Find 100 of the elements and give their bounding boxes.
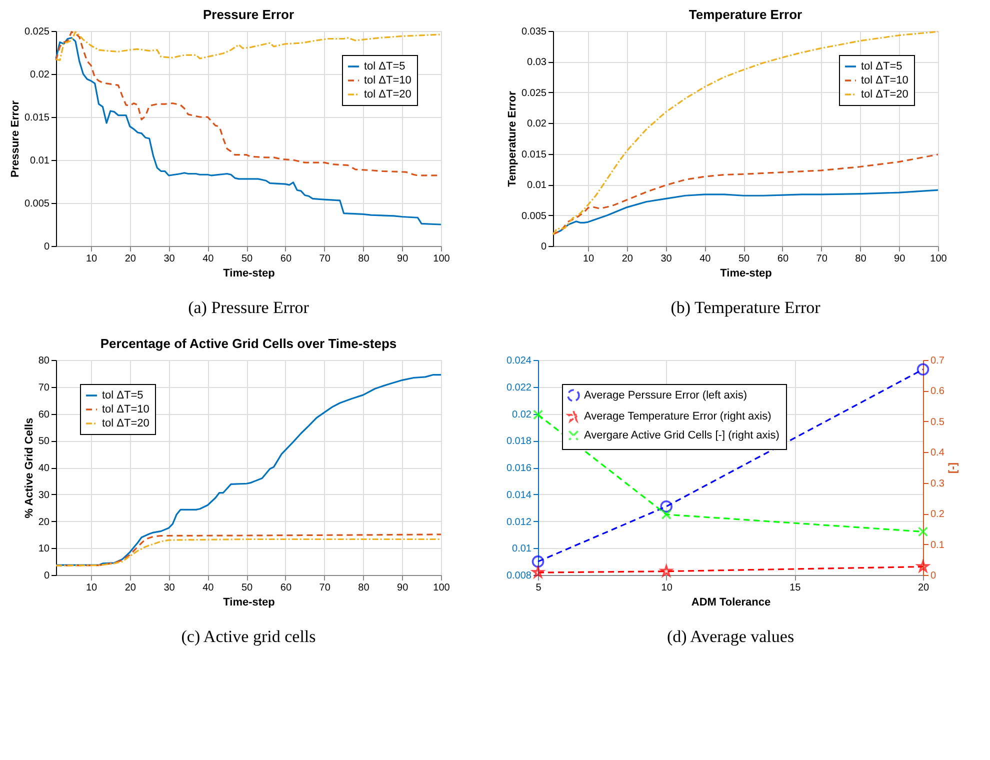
point [660, 500, 672, 513]
y-tick-label: 0.022 [506, 382, 532, 394]
legend-label: tol ΔT=10 [364, 74, 412, 86]
y-tick-label: 0 [44, 242, 50, 252]
chart-title: Temperature Error [688, 7, 802, 22]
x-tick-label: 100 [930, 254, 948, 264]
y-axis-title: Pressure Error [9, 100, 22, 178]
y-tick-label: 0.02 [30, 70, 50, 80]
x-tick-label: 5 [536, 582, 542, 594]
line-series [552, 30, 939, 236]
y-tick-label: 50 [38, 436, 50, 448]
y-tick-label: 0 [540, 242, 547, 252]
x-tick-label: 50 [241, 582, 254, 594]
y-tick-label: 10 [38, 544, 50, 555]
y2-tick-label: 0.1 [930, 540, 945, 551]
x-tick-label: 10 [661, 582, 673, 594]
chart-title: Pressure Error [202, 7, 294, 22]
y-tick-label: 0.016 [506, 463, 532, 474]
text: (c) Active grid cells [181, 627, 316, 646]
point [661, 509, 672, 520]
y2-tick-label: 0.6 [930, 386, 945, 398]
x-tick-label: 90 [397, 582, 409, 594]
x-tick-label: 70 [816, 254, 828, 264]
x-tick-label: 15 [790, 582, 802, 594]
x-tick-label: 30 [164, 582, 176, 594]
line-series [552, 154, 939, 236]
point [918, 526, 928, 537]
x-axis-title: Time-step [223, 268, 276, 280]
y2-tick-label: 0.2 [930, 509, 945, 520]
x-tick-label: 80 [855, 254, 867, 264]
x-tick-label: 50 [241, 254, 254, 264]
y-tick-label: 60 [38, 409, 50, 420]
point [532, 410, 544, 420]
legend-label: tol ΔT=10 [861, 74, 908, 86]
x-tick-label: 60 [280, 582, 292, 594]
point [916, 363, 930, 376]
y-tick-label: 0.025 [521, 88, 547, 99]
y-tick-label: 0.025 [24, 26, 50, 38]
y-tick-label: 0.005 [24, 198, 50, 210]
x-tick-label: 100 [433, 582, 450, 594]
chart-title: Percentage of Active Grid Cells over Time-steps [100, 336, 397, 351]
x-tick-label: 20 [918, 582, 930, 594]
legend-label: tol ΔT=5 [861, 60, 902, 72]
y-tick-label: 20 [38, 516, 50, 528]
y2-tick-label: 0.5 [930, 416, 945, 428]
x-tick-label: 10 [86, 582, 98, 594]
y2-tick-label: 0 [930, 570, 936, 582]
x-tick-label: 10 [86, 254, 98, 264]
legend-label: tol ΔT=5 [102, 390, 144, 402]
x-tick-label: 40 [700, 254, 712, 264]
x-tick-label: 60 [777, 254, 789, 264]
legend-label: Average Temperature Error (right axis) [584, 410, 772, 422]
text: (d) Average values [666, 627, 794, 646]
y-tick-label: 0.024 [506, 356, 532, 366]
y-tick-label: 0.03 [527, 57, 547, 68]
x-tick-label: 20 [124, 254, 136, 264]
line-series [55, 37, 442, 226]
y-tick-label: 0 [44, 570, 50, 582]
x-tick-label: 60 [280, 254, 292, 264]
x-tick-label: 10 [582, 254, 594, 264]
y-axis-title: Temperature Error [506, 90, 518, 187]
x-tick-label: 20 [622, 254, 634, 264]
y2-tick-label: 0.7 [930, 356, 945, 366]
y-tick-label: 80 [38, 356, 50, 366]
y-tick-label: 0.014 [506, 490, 532, 501]
text: (b) Temperature Error [670, 298, 821, 317]
x-axis-title: Time-step [223, 596, 276, 608]
x-tick-label: 40 [202, 582, 214, 594]
text: (a) Pressure Error [188, 298, 310, 317]
x-tick-label: 50 [738, 254, 750, 264]
y-axis-title: % Active Grid Cells [23, 418, 36, 518]
x-tick-label: 70 [319, 254, 331, 264]
y2-tick-label: 0.4 [930, 448, 945, 459]
y2-axis-title: [-] [947, 462, 960, 474]
legend-label: tol ΔT=10 [102, 404, 150, 416]
y-tick-label: 70 [38, 382, 50, 394]
legend-label: Avergare Active Grid Cells [-] (right axis) [584, 430, 780, 442]
y-tick-label: 0.015 [24, 112, 50, 124]
x-tick-label: 70 [319, 582, 331, 594]
y-tick-label: 0.005 [521, 210, 547, 222]
x-tick-label: 30 [660, 254, 672, 264]
y-tick-label: 40 [38, 463, 50, 474]
legend-label: tol ΔT=20 [102, 418, 150, 430]
y-tick-label: 0.035 [521, 26, 547, 38]
y-tick-label: 0.02 [527, 118, 547, 130]
y-tick-label: 30 [38, 490, 50, 501]
legend-label: tol ΔT=20 [364, 88, 412, 100]
line-series [55, 31, 442, 62]
y2-tick-label: 0.3 [930, 478, 945, 490]
x-tick-label: 80 [358, 582, 370, 594]
x-tick-label: 90 [894, 254, 906, 264]
x-tick-label: 40 [202, 254, 214, 264]
x-tick-label: 100 [433, 254, 450, 264]
y-tick-label: 0.01 [512, 544, 532, 555]
x-axis-title: Time-step [720, 268, 772, 280]
y-tick-label: 0.01 [527, 180, 547, 192]
x-tick-label: 80 [358, 254, 370, 264]
legend-label: tol ΔT=20 [861, 88, 908, 100]
y-tick-label: 0.015 [521, 149, 547, 160]
y-tick-label: 0.008 [506, 570, 532, 582]
